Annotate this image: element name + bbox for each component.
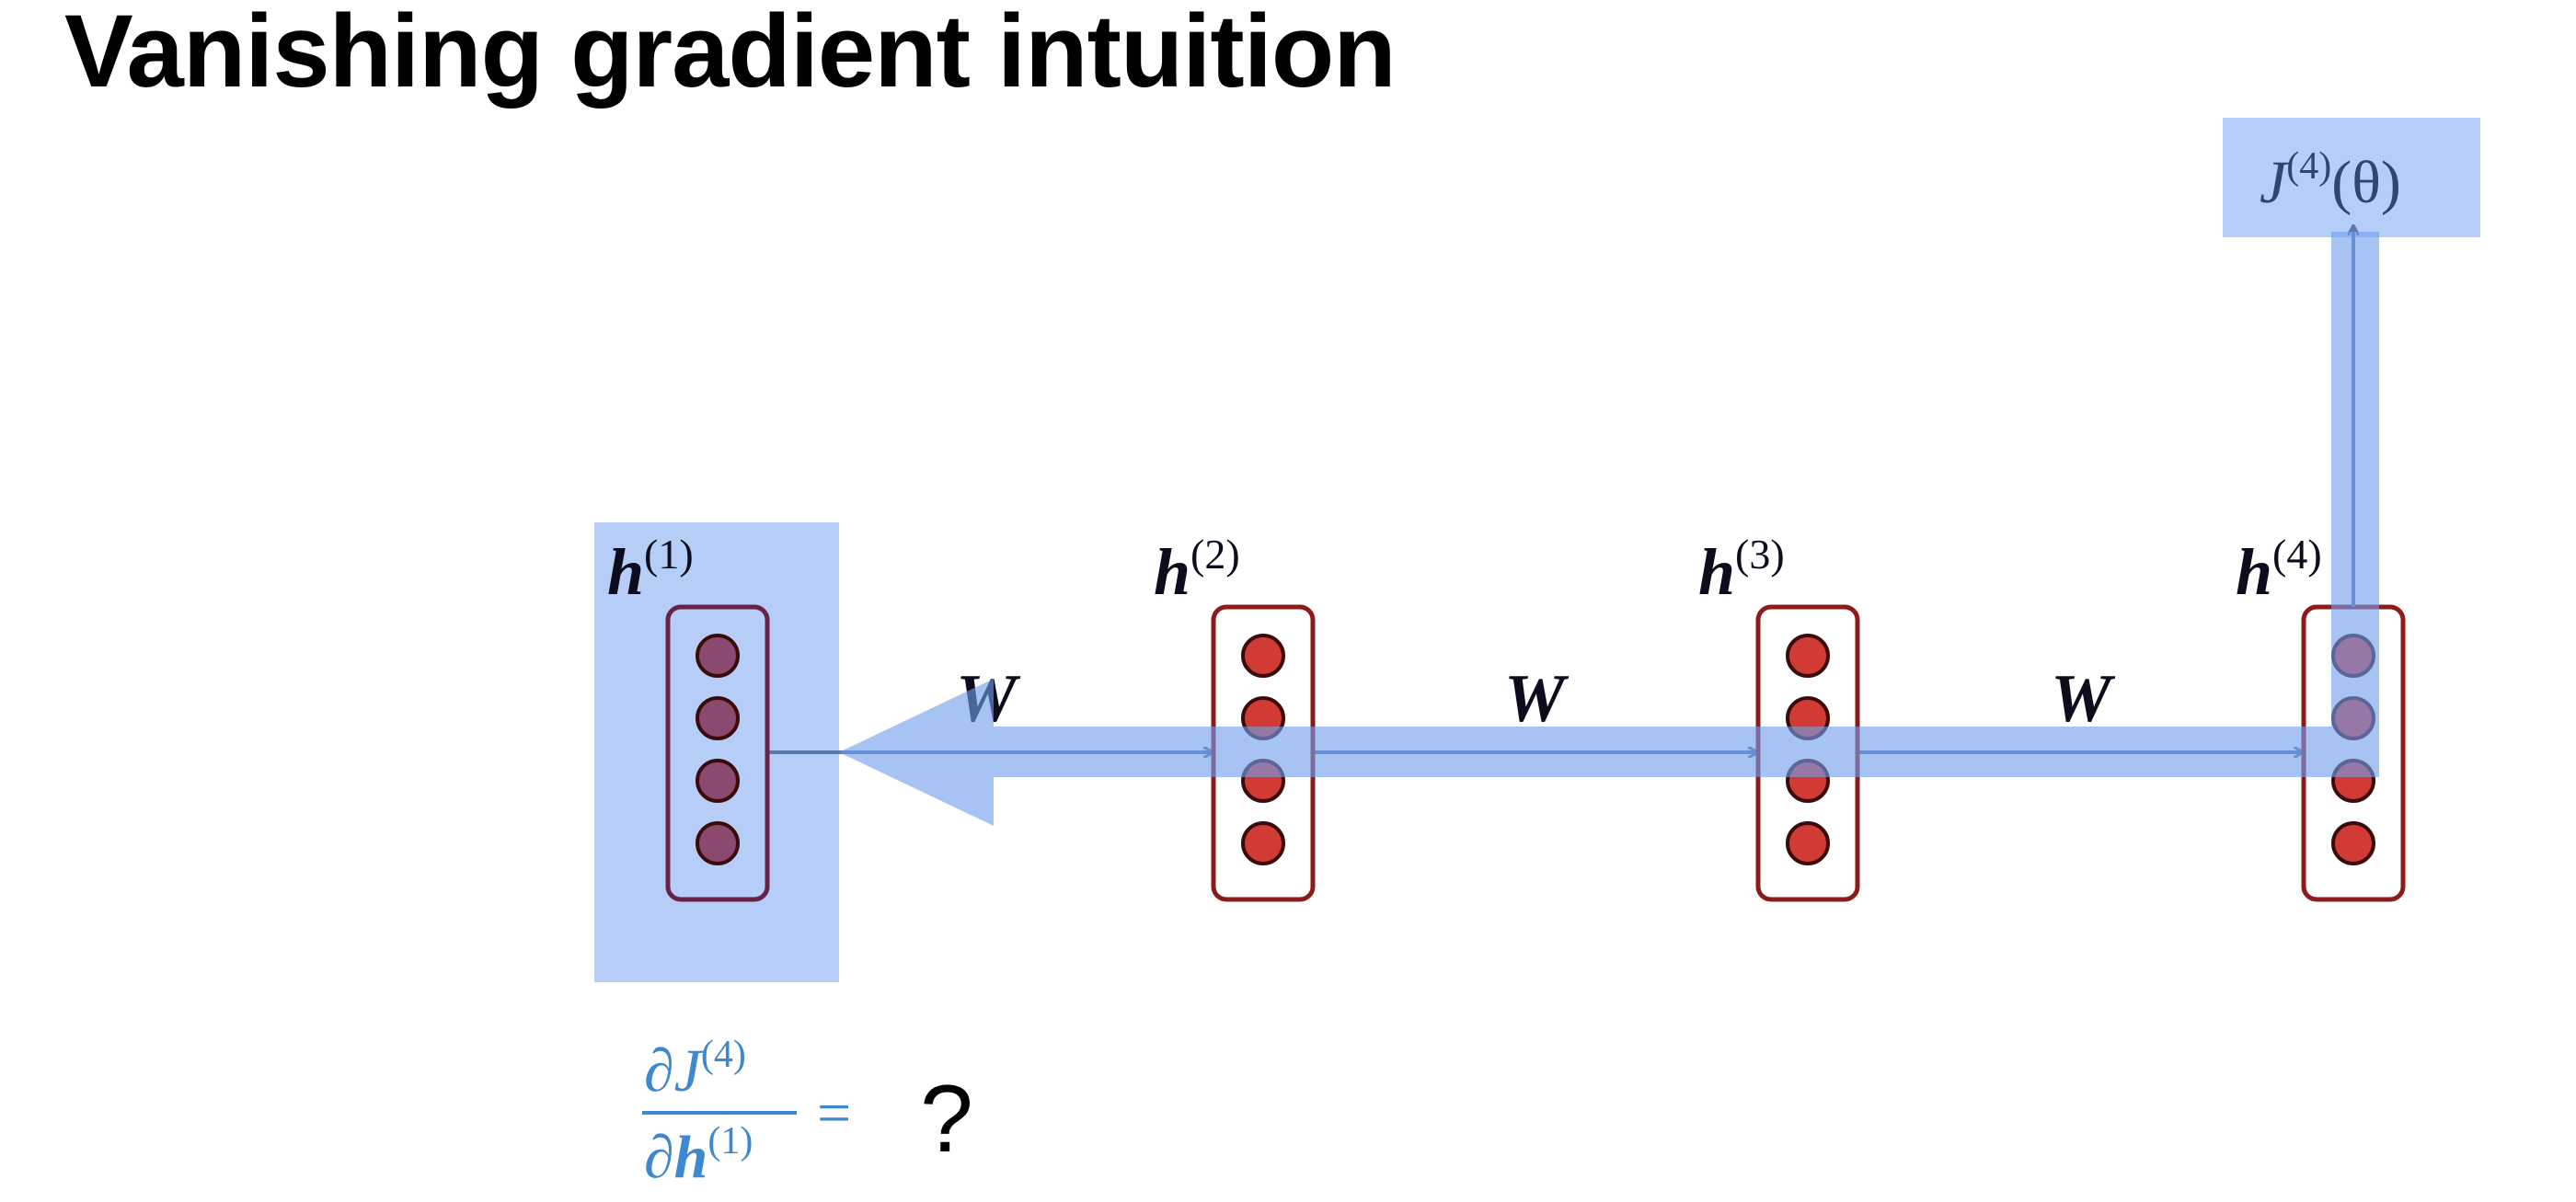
layer-1-neuron xyxy=(696,696,740,740)
weight-label-3: W xyxy=(2051,661,2116,737)
layer-label-1: h(1) xyxy=(607,531,694,609)
layer-1-neuron xyxy=(696,634,740,678)
layer-label-2: h(2) xyxy=(1154,531,1240,609)
gradient-numerator: ∂J(4) xyxy=(644,1034,746,1105)
gradient-denominator: ∂h(1) xyxy=(644,1120,753,1191)
layer-4-neuron xyxy=(2331,821,2375,865)
gradient-question: ∂J(4) ∂h(1) = ? xyxy=(642,1034,973,1191)
weight-label-2: W xyxy=(1504,661,1570,737)
layer-3-neuron xyxy=(1786,821,1830,865)
question-mark: ? xyxy=(920,1066,973,1173)
layer-2-neuron xyxy=(1241,821,1285,865)
layer-label-3: h(3) xyxy=(1698,531,1785,609)
gradient-flow-arrow xyxy=(839,232,2379,826)
layer-1 xyxy=(665,604,770,902)
slide-title: Vanishing gradient intuition xyxy=(64,0,1397,109)
layer-1-neuron xyxy=(696,759,740,803)
layer-1-box xyxy=(665,604,770,902)
layer-3-neuron xyxy=(1786,634,1830,678)
loss-label: J(4)(θ) xyxy=(2260,145,2401,216)
layer-2-neuron xyxy=(1241,634,1285,678)
layer-label-4: h(4) xyxy=(2236,531,2322,609)
loss-highlight-box xyxy=(2223,118,2480,237)
layer-1-neuron xyxy=(696,821,740,865)
equals-sign: = xyxy=(817,1080,851,1147)
